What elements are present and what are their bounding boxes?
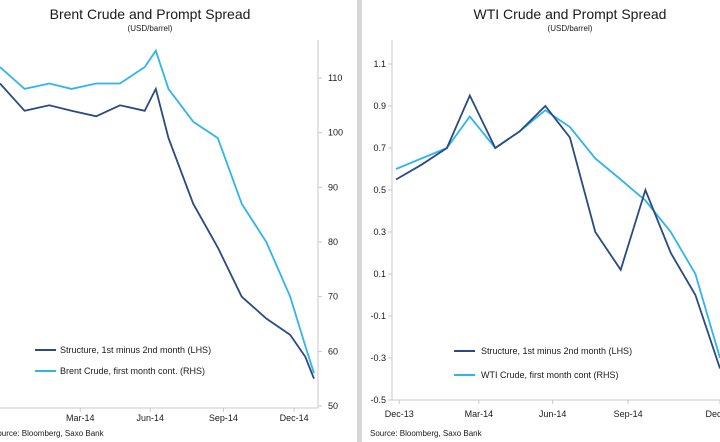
wti-structure-line [395,93,720,369]
x-tick-label: Dec-14 [280,413,309,423]
legend-label-structure: Structure, 1st minus 2nd month (LHS) [481,346,632,356]
legend: Structure, 1st minus 2nd month (LHS) Bre… [35,345,211,376]
legend-label-wti: WTI Crude, first month cont (RHS) [481,370,619,380]
x-tick-label: Sep-14 [209,413,238,423]
lhs-tick-labels: 1.1 0.9 0.7 0.5 0.3 0.1 -0.1 -0.3 -0.5 [370,59,392,405]
chart-title: Brent Crude and Prompt Spread [50,6,251,22]
wti-crude-line [395,109,720,359]
rhs-tick-label: 50 [328,401,338,411]
legend-label-structure: Structure, 1st minus 2nd month (LHS) [60,345,211,355]
rhs-tick-label: 90 [328,182,338,192]
brent-chart-panel: Brent Crude and Prompt Spread (USD/barre… [0,0,357,442]
source-note: Source: Bloomberg, Saxo Bank [370,429,483,438]
x-tick-label: Jun-14 [136,413,164,423]
x-tick-label: Mar-14 [465,409,494,419]
chart-subtitle: (USD/barrel) [548,24,593,33]
chart-subtitle: (USD/barrel) [128,24,173,33]
lhs-tick-label: 0.7 [373,143,386,153]
rhs-tick-label: 80 [328,237,338,247]
rhs-tick-label: 110 [328,73,342,83]
legend: Structure, 1st minus 2nd month (LHS) WTI… [454,346,632,380]
lhs-tick-label: -0.5 [370,395,386,405]
lhs-tick-label: 0.3 [373,227,386,237]
lhs-tick-label: 0.1 [373,269,386,279]
x-tick-label: Sep-14 [614,409,643,419]
x-tick-labels: Dec-13 Mar-14 Jun-14 Sep-14 Dec-14 [385,400,720,419]
wti-chart-panel: WTI Crude and Prompt Spread (USD/barrel)… [362,0,720,442]
lhs-tick-label: -0.3 [370,353,386,363]
rhs-tick-labels: 110 100 90 80 70 60 50 [318,73,343,411]
lhs-tick-label: 0.9 [373,101,386,111]
wti-chart-svg: WTI Crude and Prompt Spread (USD/barrel)… [370,6,720,438]
chart-title: WTI Crude and Prompt Spread [474,6,667,22]
lhs-tick-label: 0.5 [373,185,386,195]
x-tick-label: Mar-14 [66,413,95,423]
x-tick-label: Dec-14 [705,409,720,419]
panel-divider [357,0,362,442]
brent-chart-svg: Brent Crude and Prompt Spread (USD/barre… [0,6,343,438]
brent-crude-line [0,48,315,374]
source-note: Source: Bloomberg, Saxo Bank [0,429,105,438]
legend-label-brent: Brent Crude, first month cont. (RHS) [60,366,205,376]
rhs-tick-label: 70 [328,292,338,302]
lhs-tick-label: -0.1 [370,311,386,321]
rhs-tick-label: 60 [328,346,338,356]
x-tick-label: Dec-13 [385,409,414,419]
x-tick-label: Jun-14 [539,409,567,419]
lhs-tick-label: 1.1 [373,59,386,69]
rhs-tick-label: 100 [328,128,343,138]
brent-structure-line [0,82,315,380]
x-tick-labels: Mar-14 Jun-14 Sep-14 Dec-14 [66,408,309,423]
